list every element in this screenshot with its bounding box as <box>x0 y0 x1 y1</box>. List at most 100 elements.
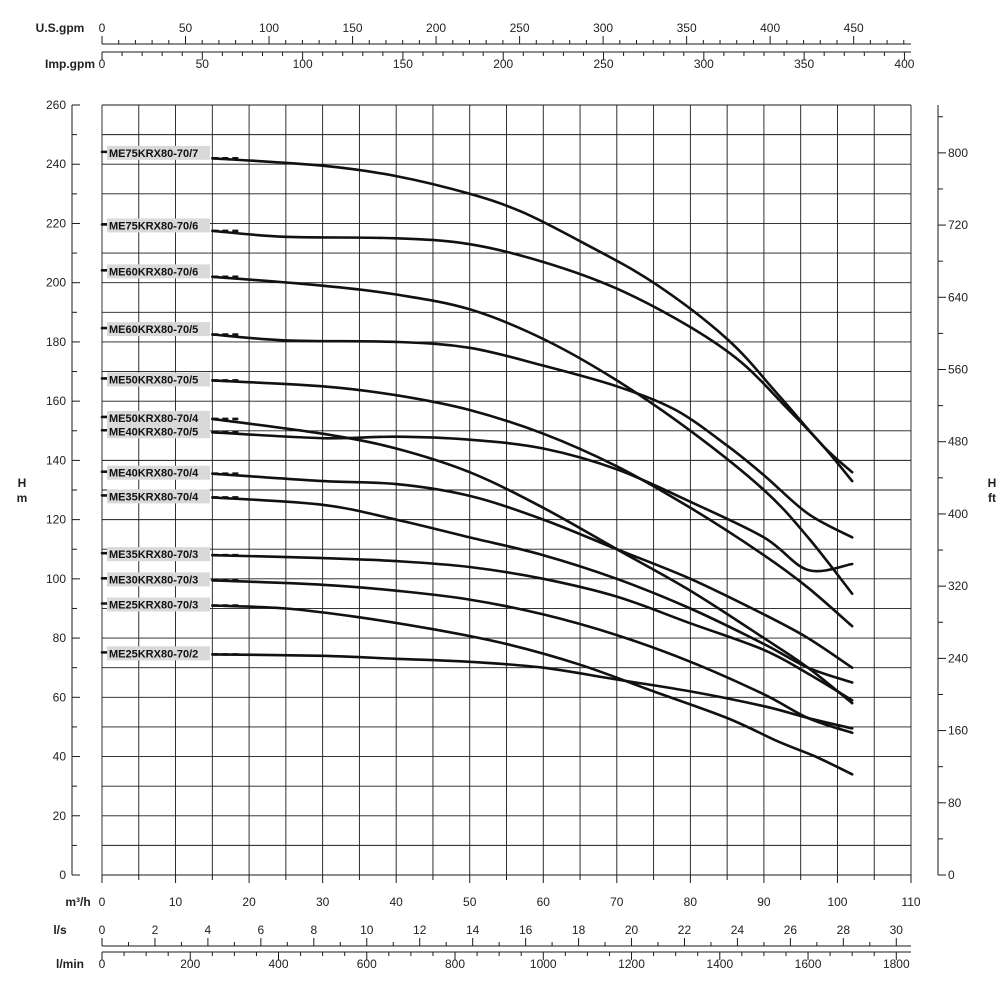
curve-label-me40krx80-70-4: ME40KRX80-70/4 <box>109 468 199 480</box>
x-axis-tick-label: 90 <box>757 895 771 909</box>
curve-me50krx80-70-5 <box>211 379 854 628</box>
right-axis-tick-label: 720 <box>948 218 968 232</box>
lps-axis-tick-label: 26 <box>784 923 798 937</box>
usgpm-axis-tick-label: 250 <box>510 21 530 35</box>
left-axis-tick-label: 160 <box>46 394 66 408</box>
left-axis-tick-label: 80 <box>53 631 67 645</box>
curve-label-me40krx80-70-5: ME40KRX80-70/5 <box>109 426 198 438</box>
left-axis-tick-label: 20 <box>53 809 67 823</box>
left-axis-tick-label: 220 <box>46 216 66 230</box>
lmin-axis-tick-label: 600 <box>357 957 377 971</box>
lmin-axis-tick-label: 1800 <box>883 957 910 971</box>
impgpm-axis-tick-label: 300 <box>694 57 714 71</box>
label-bg-me75krx80-70-6 <box>107 218 210 233</box>
x-axis-tick-label: 70 <box>610 895 624 909</box>
pump-curves <box>211 157 854 776</box>
curve-label-me75krx80-70-7: ME75KRX80-70/7 <box>109 148 198 160</box>
lps-axis-tick-label: 30 <box>890 923 904 937</box>
label-bg-me40krx80-70-5 <box>107 424 210 439</box>
right-axis-tick-label: 160 <box>948 724 968 738</box>
left-axis-tick-label: 260 <box>46 98 66 112</box>
left-axis-unit: m <box>17 491 28 505</box>
right-axis-tick-label: 320 <box>948 579 968 593</box>
curve-me40krx80-70-4 <box>211 472 854 669</box>
curve-label-me35krx80-70-4: ME35KRX80-70/4 <box>109 491 199 503</box>
left-axis-tick-label: 0 <box>59 868 66 882</box>
curve-label-me60krx80-70-5: ME60KRX80-70/5 <box>109 324 198 336</box>
left-axis-tick-label: 240 <box>46 157 66 171</box>
lmin-axis-label: l/min <box>56 957 84 971</box>
curve-me75krx80-70-6 <box>211 229 854 483</box>
left-axis-tick-label: 100 <box>46 572 66 586</box>
curve-label-me50krx80-70-5: ME50KRX80-70/5 <box>109 374 198 386</box>
right-axis-tick-label: 80 <box>948 796 962 810</box>
impgpm-axis-tick-label: 50 <box>196 57 210 71</box>
label-bg-me35krx80-70-3 <box>107 547 210 562</box>
usgpm-axis-tick-label: 50 <box>179 21 193 35</box>
lps-axis-tick-label: 14 <box>466 923 480 937</box>
label-bg-me25krx80-70-3 <box>107 597 210 612</box>
usgpm-axis-tick-label: 100 <box>259 21 279 35</box>
label-bg-me75krx80-70-7 <box>107 145 210 160</box>
usgpm-axis-tick-label: 0 <box>99 21 106 35</box>
right-axis-unit: ft <box>988 491 996 505</box>
lmin-axis-tick-label: 200 <box>180 957 200 971</box>
usgpm-axis-tick-label: 400 <box>760 21 780 35</box>
curve-me35krx80-70-4 <box>211 496 854 684</box>
curve-label-me25krx80-70-3: ME25KRX80-70/3 <box>109 600 198 612</box>
lps-axis-tick-label: 16 <box>519 923 533 937</box>
x-axis-label: m³/h <box>65 895 90 909</box>
x-axis-tick-label: 60 <box>537 895 551 909</box>
lps-axis-tick-label: 2 <box>152 923 159 937</box>
curve-me30krx80-70-3 <box>211 579 854 735</box>
lps-axis-tick-label: 12 <box>413 923 427 937</box>
lps-axis-tick-label: 20 <box>625 923 639 937</box>
curve-label-me25krx80-70-2: ME25KRX80-70/2 <box>109 648 198 660</box>
x-axis-tick-label: 20 <box>242 895 256 909</box>
right-axis-label: H <box>988 476 997 490</box>
curve-me35krx80-70-3 <box>211 553 854 702</box>
impgpm-axis-tick-label: 250 <box>594 57 614 71</box>
lps-axis-tick-label: 28 <box>837 923 851 937</box>
lmin-axis-tick-label: 1000 <box>530 957 557 971</box>
label-bg-me60krx80-70-6 <box>107 264 210 279</box>
right-axis-tick-label: 800 <box>948 146 968 160</box>
label-bg-me30krx80-70-3 <box>107 572 210 587</box>
lps-axis-label: l/s <box>53 923 67 937</box>
left-axis-tick-label: 140 <box>46 453 66 467</box>
curve-me60krx80-70-5 <box>211 333 854 539</box>
axes: 0 20 40 60 80 100 120 140 160 180 200 220 240 260 Hm 0 8… <box>17 98 997 882</box>
lps-axis-tick-label: 0 <box>99 923 106 937</box>
curve-me75krx80-70-7 <box>211 157 854 474</box>
usgpm-axis-tick-label: 300 <box>593 21 613 35</box>
right-axis-tick-label: 240 <box>948 651 968 665</box>
right-axis-tick-label: 560 <box>948 363 968 377</box>
impgpm-axis-tick-label: 150 <box>393 57 413 71</box>
label-bg-me50krx80-70-4 <box>107 410 210 425</box>
impgpm-axis-tick-label: 400 <box>894 57 914 71</box>
right-axis-tick-label: 640 <box>948 290 968 304</box>
x-axis-tick-label: 40 <box>390 895 404 909</box>
usgpm-axis-label: U.S.gpm <box>36 21 85 35</box>
grid-lines <box>101 104 912 876</box>
lmin-axis-tick-label: 1400 <box>706 957 733 971</box>
left-axis-tick-label: 120 <box>46 513 66 527</box>
x-axis-tick-label: 110 <box>901 895 920 909</box>
curve-me40krx80-70-5 <box>211 431 854 573</box>
impgpm-axis-tick-label: 350 <box>794 57 814 71</box>
lmin-axis-tick-label: 800 <box>445 957 465 971</box>
curve-me60krx80-70-6 <box>211 275 854 595</box>
x-axis-tick-label: 80 <box>684 895 698 909</box>
left-axis-tick-label: 200 <box>46 276 66 290</box>
impgpm-axis-tick-label: 100 <box>293 57 313 71</box>
label-bg-me40krx80-70-4 <box>107 465 210 480</box>
left-axis-tick-label: 180 <box>46 335 66 349</box>
lmin-axis-tick-label: 400 <box>268 957 288 971</box>
usgpm-axis-tick-label: 200 <box>426 21 446 35</box>
x-axis-tick-label: 100 <box>827 895 847 909</box>
lps-axis-tick-label: 4 <box>205 923 212 937</box>
impgpm-axis-label: Imp.gpm <box>45 57 95 71</box>
right-axis-tick-label: 480 <box>948 435 968 449</box>
usgpm-axis-tick-label: 150 <box>343 21 363 35</box>
